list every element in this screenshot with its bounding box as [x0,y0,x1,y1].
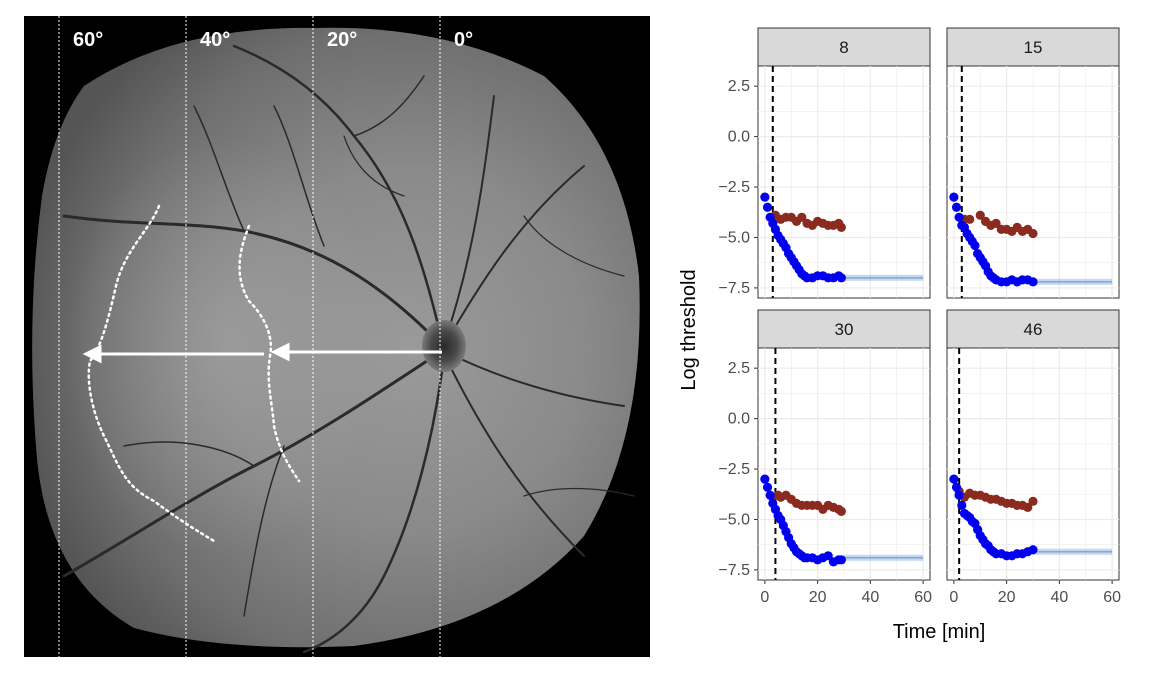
x-tick-label: 20 [809,589,827,606]
degree-guide-lines [58,16,441,657]
blue-point [949,192,959,202]
blue-point [1028,545,1038,555]
y-tick-label: 2.5 [728,78,750,95]
x-tick-label: 20 [998,589,1016,606]
blue-point [957,500,967,510]
facet-strip-label: 30 [835,320,854,339]
red-point [1023,502,1033,512]
degree-label-0: 0° [454,29,473,51]
fundus-montage-image: 60° 40° 20° 0° [24,16,650,657]
degree-label-40: 40° [200,29,230,51]
y-tick-label: −7.5 [718,280,750,297]
y-tick-label: −2.5 [718,461,750,478]
facet-panel-30: 30 2.5 0.0 −2.5 −5.0 −7.5 0 20 40 60 [718,309,932,606]
blue-point [951,482,962,492]
blue-point [836,555,846,565]
y-tick-label: 0.0 [728,129,750,146]
x-tick-label: 0 [949,589,958,606]
facet-panel-46: 46 0 20 40 60 [946,309,1121,606]
x-tick-label: 0 [760,589,769,606]
red-point [1028,228,1038,239]
atrophy-region [64,136,384,556]
x-tick-label: 60 [914,589,932,606]
optic-disc [422,320,466,372]
degree-label-60: 60° [73,29,103,51]
y-tick-label: 0.0 [728,411,750,428]
facet-strip-label: 46 [1024,320,1043,339]
y-tick-label: −2.5 [718,179,750,196]
facet-strip-label: 15 [1024,38,1043,57]
blue-point [823,551,833,561]
facet-strip [946,27,1120,67]
red-point [1028,496,1038,506]
facet-panel-15: 15 [946,27,1120,299]
inner-atrophy-boundary [238,224,301,483]
measurement-arrows [82,342,442,364]
blue-point [836,273,846,283]
x-tick-label: 40 [861,589,879,606]
degree-label-20: 20° [327,29,357,51]
fundus-svg: 60° 40° 20° 0° [32,16,640,657]
blue-point [762,482,773,492]
y-tick-label: −5.0 [718,229,750,246]
red-point [975,210,985,220]
y-axis-title: Log threshold [678,269,700,390]
red-point [836,222,846,232]
blue-point [951,202,962,212]
blue-point [949,474,959,484]
y-tick-label: 2.5 [728,360,750,377]
chart-svg: Log threshold Time [min] 8 2.5 0.0 −2.5 −5.0… [678,27,1121,643]
y-tick-label: −5.0 [718,511,750,528]
y-tick-label: −7.5 [718,562,750,579]
blue-point [954,490,964,500]
facet-strip-label: 8 [839,38,848,57]
facet-strip [757,309,931,349]
x-tick-label: 40 [1050,589,1068,606]
blue-point [765,490,775,500]
blue-point [760,474,770,484]
red-point [991,218,1001,228]
red-point [836,506,846,517]
dark-adaptation-chart: Log threshold Time [min] 8 2.5 0.0 −2.5 −5.0… [650,0,1160,682]
blue-point [970,240,980,251]
facet-panel-8: 8 2.5 0.0 −2.5 −5.0 −7.5 [718,27,931,299]
blue-point [762,202,773,212]
outer-atrophy-boundary [87,204,216,543]
facet-strip [946,309,1120,349]
blue-point [954,212,964,222]
x-axis-title: Time [min] [893,621,986,643]
blue-point [760,192,770,202]
blue-point [1028,277,1038,287]
red-point [797,212,807,222]
red-point [965,214,975,224]
retinal-vessels [62,44,635,654]
x-tick-label: 60 [1103,589,1121,606]
